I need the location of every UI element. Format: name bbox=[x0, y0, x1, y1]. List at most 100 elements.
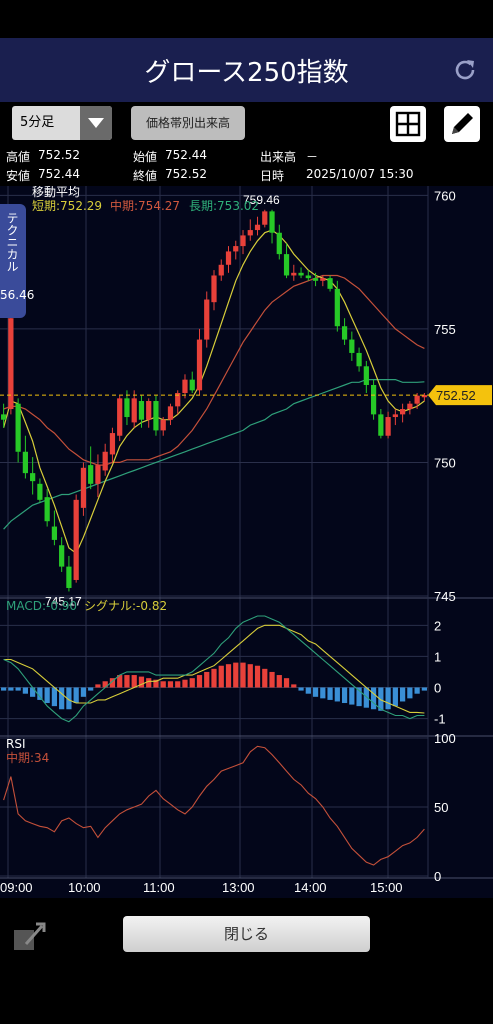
macd-hist-bar bbox=[80, 687, 87, 697]
low-value: 752.44 bbox=[38, 167, 80, 181]
last-price-label: 752.52 bbox=[436, 388, 476, 403]
candle-body bbox=[88, 465, 94, 484]
candle-body bbox=[225, 251, 232, 265]
macd-hist-bar bbox=[218, 665, 224, 688]
candle-body bbox=[80, 467, 87, 508]
candle-body bbox=[167, 406, 174, 420]
candle-body bbox=[30, 473, 36, 482]
title-bar: グロース250指数 bbox=[0, 38, 493, 102]
high-value: 752.52 bbox=[38, 148, 80, 162]
rsi-tick-label: 50 bbox=[434, 800, 448, 815]
macd-hist-bar bbox=[414, 687, 420, 694]
volume-profile-button[interactable]: 価格帯別出来高 bbox=[131, 106, 245, 140]
rsi-tick-label: 100 bbox=[434, 731, 456, 746]
candle-body bbox=[117, 398, 123, 436]
macd-hist-bar bbox=[341, 687, 348, 704]
candle-body bbox=[370, 384, 377, 415]
close-button[interactable]: 閉じる bbox=[123, 916, 370, 952]
page-title: グロース250指数 bbox=[144, 58, 349, 88]
draw-button[interactable] bbox=[444, 106, 480, 142]
macd-line bbox=[3, 615, 425, 723]
rsi-line bbox=[3, 745, 425, 866]
candle-body bbox=[254, 224, 261, 231]
candle-body bbox=[283, 254, 290, 276]
candle-body bbox=[15, 403, 21, 452]
ma-title: 移動平均 bbox=[32, 186, 80, 199]
ma-legend-entry: 長期:753.02 bbox=[189, 199, 259, 213]
volume-value: － bbox=[306, 150, 319, 164]
macd-hist-bar bbox=[138, 676, 145, 688]
rsi-label: RSI bbox=[6, 737, 26, 751]
macd-hist-bar bbox=[30, 687, 36, 697]
candle-body bbox=[22, 451, 29, 474]
time-tick-label: 14:00 bbox=[294, 880, 327, 895]
macd-label: MACD:-0.90 bbox=[6, 599, 77, 613]
macd-hist-bar bbox=[385, 687, 391, 710]
candle-body bbox=[421, 395, 427, 398]
chart-area[interactable]: 760 755 750 745 752.52 759.46 745.17 移動平均 短期:752… bbox=[0, 185, 493, 898]
layout-button[interactable] bbox=[390, 106, 426, 142]
refresh-icon[interactable] bbox=[451, 56, 479, 84]
macd-hist-bar bbox=[44, 687, 50, 704]
close-value: 752.52 bbox=[165, 167, 207, 181]
candle-body bbox=[414, 395, 420, 404]
candle-body bbox=[399, 409, 406, 415]
macd-tick-label: 1 bbox=[434, 649, 441, 664]
candle-body bbox=[146, 401, 152, 420]
macd-hist-bar bbox=[320, 687, 326, 699]
time-tick-label: 09:00 bbox=[0, 880, 33, 895]
candle-body bbox=[153, 401, 159, 431]
macd-hist-bar bbox=[109, 678, 116, 688]
macd-hist-bar bbox=[102, 681, 108, 688]
status-bar bbox=[0, 0, 493, 38]
candle-body bbox=[378, 414, 384, 436]
low-label: 安値 bbox=[6, 169, 31, 183]
close-label: 終値 bbox=[133, 169, 158, 183]
time-value: 2025/10/07 15:30 bbox=[306, 167, 414, 181]
candle-body bbox=[385, 417, 391, 436]
candle-body bbox=[218, 264, 224, 276]
candle-body bbox=[182, 379, 188, 393]
candle-body bbox=[66, 566, 72, 588]
macd-hist-bar bbox=[153, 679, 159, 688]
macd-hist-bar bbox=[334, 687, 340, 702]
candle-body bbox=[327, 278, 333, 289]
macd-hist-bar bbox=[291, 684, 297, 688]
high-label: 高値 bbox=[6, 150, 31, 164]
ma-long-line bbox=[3, 379, 425, 530]
quote-info: 高値 752.52 始値 752.44 出来高 － 安値 752.44 終値 7… bbox=[0, 146, 430, 186]
candle-body bbox=[189, 379, 195, 391]
candle-body bbox=[175, 393, 181, 407]
candle-body bbox=[392, 414, 398, 418]
macd-tick-label: 2 bbox=[434, 618, 441, 633]
technical-tab[interactable]: テクニカル 56.46 bbox=[0, 204, 34, 318]
macd-hist-bar bbox=[399, 687, 406, 702]
macd-hist-bar bbox=[66, 687, 72, 710]
candle-body bbox=[262, 211, 268, 225]
macd-hist-bar bbox=[8, 687, 14, 691]
chart-background bbox=[0, 186, 493, 898]
candle-body bbox=[8, 318, 14, 410]
ma-legend-entry: 中期:754.27 bbox=[110, 198, 180, 213]
chart-svg: 760 755 750 745 752.52 759.46 745.17 移動平均短期:752… bbox=[0, 185, 493, 898]
macd-hist-bar bbox=[196, 675, 203, 688]
candle-body bbox=[138, 401, 145, 420]
back-arrow-icon[interactable] bbox=[12, 920, 48, 952]
macd-hist-bar bbox=[160, 681, 166, 688]
candle-body bbox=[204, 299, 210, 340]
interval-select[interactable]: 5分足 bbox=[12, 106, 112, 140]
grid-icon bbox=[395, 111, 421, 137]
chevron-down-icon bbox=[80, 106, 112, 140]
macd-hist-bar bbox=[349, 687, 355, 705]
candle-body bbox=[95, 465, 101, 484]
candle-body bbox=[37, 483, 43, 500]
macd-hist-bar bbox=[88, 687, 94, 691]
macd-signal-line bbox=[3, 624, 425, 714]
macd-hist-bar bbox=[392, 687, 398, 707]
macd-hist-bar bbox=[167, 681, 174, 688]
price-tick-label: 750 bbox=[434, 455, 456, 470]
candle-body bbox=[312, 278, 319, 281]
ma-legend-entry: 短期:752.29 bbox=[32, 199, 102, 213]
macd-hist-bar bbox=[298, 687, 304, 691]
macd-hist-bar bbox=[131, 675, 137, 688]
